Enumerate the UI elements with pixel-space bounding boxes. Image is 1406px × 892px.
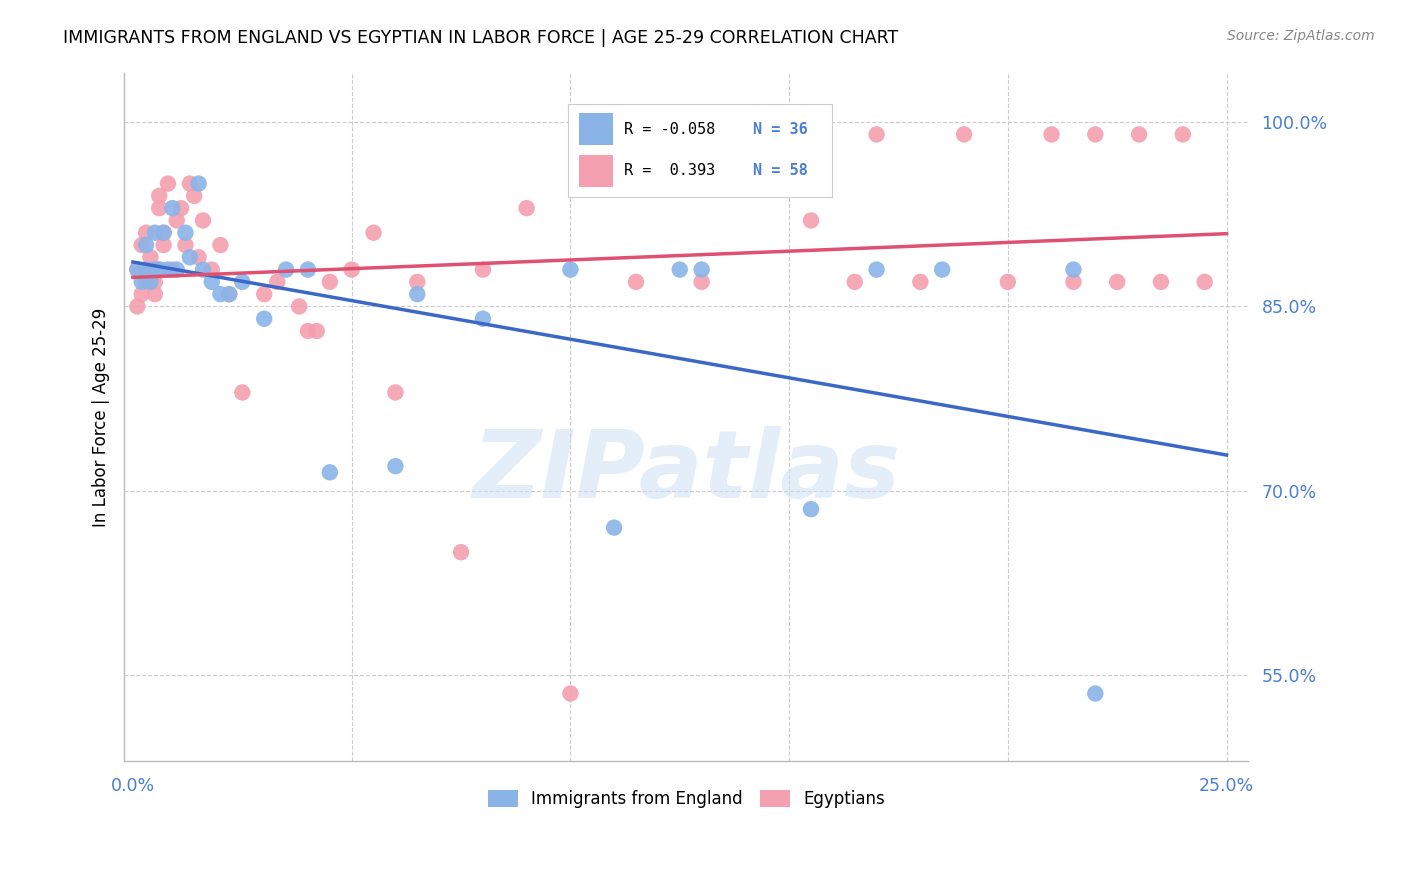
Point	[865, 128, 887, 142]
Point	[135, 275, 157, 289]
Point	[218, 287, 240, 301]
Point	[143, 226, 166, 240]
Point	[148, 262, 170, 277]
Point	[1194, 275, 1216, 289]
Point	[1040, 128, 1063, 142]
Text: ZIPatlas: ZIPatlas	[472, 426, 900, 518]
Point	[174, 226, 197, 240]
Point	[139, 275, 162, 289]
Point	[1084, 686, 1107, 700]
Point	[800, 502, 823, 516]
Point	[1062, 262, 1084, 277]
Point	[305, 324, 328, 338]
Text: Source: ZipAtlas.com: Source: ZipAtlas.com	[1227, 29, 1375, 43]
Point	[209, 238, 232, 252]
Point	[274, 262, 297, 277]
Point	[187, 250, 209, 264]
Point	[800, 213, 823, 227]
Point	[191, 213, 214, 227]
Point	[187, 177, 209, 191]
Point	[406, 275, 429, 289]
Point	[1084, 128, 1107, 142]
Point	[209, 287, 232, 301]
Point	[1171, 128, 1194, 142]
Point	[910, 275, 932, 289]
Point	[363, 226, 385, 240]
Point	[170, 201, 193, 215]
Point	[179, 177, 201, 191]
Point	[191, 262, 214, 277]
Point	[1128, 128, 1150, 142]
Point	[148, 201, 170, 215]
Point	[624, 275, 647, 289]
Point	[266, 275, 288, 289]
Point	[319, 275, 342, 289]
Point	[162, 201, 184, 215]
Point	[127, 262, 149, 277]
Point	[166, 262, 188, 277]
Point	[471, 311, 494, 326]
Point	[471, 262, 494, 277]
Point	[931, 262, 953, 277]
Point	[231, 275, 253, 289]
Point	[297, 324, 319, 338]
Point	[1107, 275, 1129, 289]
Point	[179, 250, 201, 264]
Point	[148, 189, 170, 203]
Point	[139, 250, 162, 264]
Point	[288, 300, 311, 314]
Point	[516, 201, 538, 215]
Point	[131, 238, 153, 252]
Point	[865, 262, 887, 277]
Point	[690, 262, 713, 277]
Point	[127, 300, 149, 314]
Point	[152, 226, 174, 240]
Point	[953, 128, 976, 142]
Point	[1150, 275, 1173, 289]
Point	[218, 287, 240, 301]
Point	[560, 262, 582, 277]
Point	[143, 275, 166, 289]
Point	[148, 262, 170, 277]
Point	[340, 262, 363, 277]
Point	[231, 385, 253, 400]
Point	[297, 262, 319, 277]
Y-axis label: In Labor Force | Age 25-29: In Labor Force | Age 25-29	[93, 308, 110, 526]
Point	[135, 238, 157, 252]
Point	[384, 459, 406, 474]
Point	[135, 226, 157, 240]
Point	[253, 311, 276, 326]
Point	[139, 262, 162, 277]
Point	[668, 262, 690, 277]
Point	[174, 238, 197, 252]
Point	[156, 262, 179, 277]
Point	[997, 275, 1019, 289]
Point	[131, 275, 153, 289]
Point	[384, 385, 406, 400]
Point	[162, 262, 184, 277]
Point	[690, 275, 713, 289]
Point	[152, 238, 174, 252]
Point	[1062, 275, 1084, 289]
Point	[143, 287, 166, 301]
Point	[319, 466, 342, 480]
Point	[560, 686, 582, 700]
Point	[135, 262, 157, 277]
Point	[183, 189, 205, 203]
Point	[406, 287, 429, 301]
Point	[166, 213, 188, 227]
Point	[603, 520, 626, 534]
Point	[450, 545, 472, 559]
Point	[127, 262, 149, 277]
Point	[152, 226, 174, 240]
Point	[844, 275, 866, 289]
Point	[201, 275, 224, 289]
Point	[131, 287, 153, 301]
Point	[156, 177, 179, 191]
Point	[201, 262, 224, 277]
Point	[143, 262, 166, 277]
Point	[253, 287, 276, 301]
Text: IMMIGRANTS FROM ENGLAND VS EGYPTIAN IN LABOR FORCE | AGE 25-29 CORRELATION CHART: IMMIGRANTS FROM ENGLAND VS EGYPTIAN IN L…	[63, 29, 898, 46]
Legend: Immigrants from England, Egyptians: Immigrants from England, Egyptians	[481, 783, 891, 814]
